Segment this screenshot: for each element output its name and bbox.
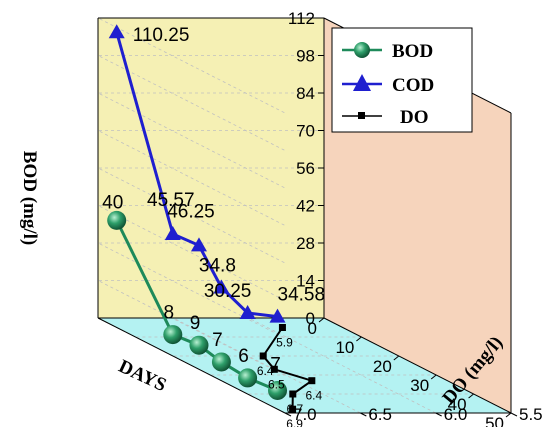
x-tick-mark [468, 393, 474, 399]
depth-tick-label: 7.0 [293, 405, 317, 424]
legend-marker-do [358, 112, 365, 119]
y-tick-label: 70 [296, 122, 315, 141]
y-tick-label: 14 [296, 272, 315, 291]
do-point [308, 377, 316, 385]
depth-tick-label: 5.5 [519, 405, 543, 424]
bod-point [107, 210, 127, 230]
bod-point [268, 380, 288, 400]
legend-label-bod: BOD [392, 41, 433, 62]
bod-point [163, 325, 183, 345]
grid-line-depth [248, 317, 436, 414]
bod-point [238, 368, 258, 388]
x-tick-label: 0 [308, 319, 317, 338]
cod-point [190, 237, 207, 252]
depth-tick-mark [435, 412, 442, 417]
x-tick-mark [393, 355, 400, 361]
y-tick-label: 28 [296, 234, 315, 253]
y-tick-label: 98 [296, 47, 315, 66]
depth-tick-mark [510, 412, 518, 417]
do-point [270, 365, 278, 373]
cod-data-label: 110.25 [133, 25, 190, 46]
legend-box [331, 27, 473, 133]
do-data-label: 6.5 [268, 377, 285, 391]
do-data-label: 6.9 [286, 417, 303, 427]
x-tick-label: 50 [485, 414, 504, 427]
x-tick-mark [430, 374, 437, 380]
do-point [278, 324, 286, 331]
y-axis-title: BOD (mg/l) [19, 151, 40, 245]
bod-point [211, 352, 231, 372]
depth-tick-mark [360, 412, 367, 417]
y-tick-label: 56 [296, 159, 315, 178]
cod-point [239, 304, 256, 319]
do-data-label: 6.4 [305, 389, 322, 403]
legend: BOD COD DO [331, 27, 473, 133]
do-data-label: 5.9 [276, 336, 293, 350]
legend-item-do: DO [342, 107, 429, 128]
x-axis-title: DAYS [115, 356, 169, 396]
legend-item-bod: BOD [342, 41, 433, 62]
legend-marker-bod [354, 42, 370, 58]
y-tick-label: 42 [296, 197, 315, 216]
x-tick-mark [505, 412, 512, 418]
bod-data-label: 7 [212, 330, 223, 351]
bod-data-label: 7 [270, 354, 281, 375]
x-tick-mark [318, 317, 325, 323]
x-tick-mark [356, 336, 362, 342]
frame-edge [97, 317, 286, 414]
do-data-label: 6.4 [257, 364, 274, 378]
y-tick-label: 0 [306, 309, 315, 328]
y-tick-label: 84 [296, 84, 315, 103]
depth-tick-mark [284, 412, 292, 417]
bod-data-label: 40 [102, 192, 123, 213]
bod-data-label: 6 [238, 346, 249, 367]
axis-ticks: 0 14 28 42 56 70 84 98 112 0 10 20 30 40 50 5.5 6.0 6.5 7.… [284, 9, 543, 427]
grid-line-depth [173, 317, 361, 414]
legend-item-cod: COD [342, 74, 434, 96]
cod-point [164, 225, 181, 240]
bod-data-label: 9 [190, 313, 201, 334]
cod-data-label: 46.25 [167, 201, 215, 222]
x-tick-label: 40 [448, 395, 467, 414]
series-line-cod [115, 31, 278, 319]
depth-tick-label: 6.0 [444, 405, 468, 424]
cod-data-label: 34.58 [278, 285, 326, 306]
bod-point [189, 335, 209, 355]
cod-data-label: 34.8 [199, 255, 236, 276]
y-tick-label: 112 [288, 9, 315, 28]
cod-point [213, 279, 230, 294]
do-point [289, 405, 297, 413]
do-point [259, 352, 267, 360]
x-tick-label: 10 [335, 338, 354, 357]
cod-point [269, 308, 286, 323]
depth-tick-label: 6.5 [368, 405, 392, 424]
chart-series [107, 24, 316, 413]
legend-marker-cod [353, 74, 371, 91]
legend-label-cod: COD [392, 75, 434, 96]
frame-edge [323, 317, 512, 414]
x-tick-label: 20 [373, 357, 392, 376]
legend-label-do: DO [400, 107, 429, 128]
bod-data-label: 8 [164, 303, 175, 324]
cod-data-label: 30.25 [204, 281, 252, 302]
do-data-label: 6.7 [286, 402, 303, 416]
x-tick-label: 30 [410, 376, 429, 395]
do-point [289, 390, 297, 398]
cod-point [108, 24, 125, 39]
cod-data-label: 45.57 [147, 190, 195, 211]
